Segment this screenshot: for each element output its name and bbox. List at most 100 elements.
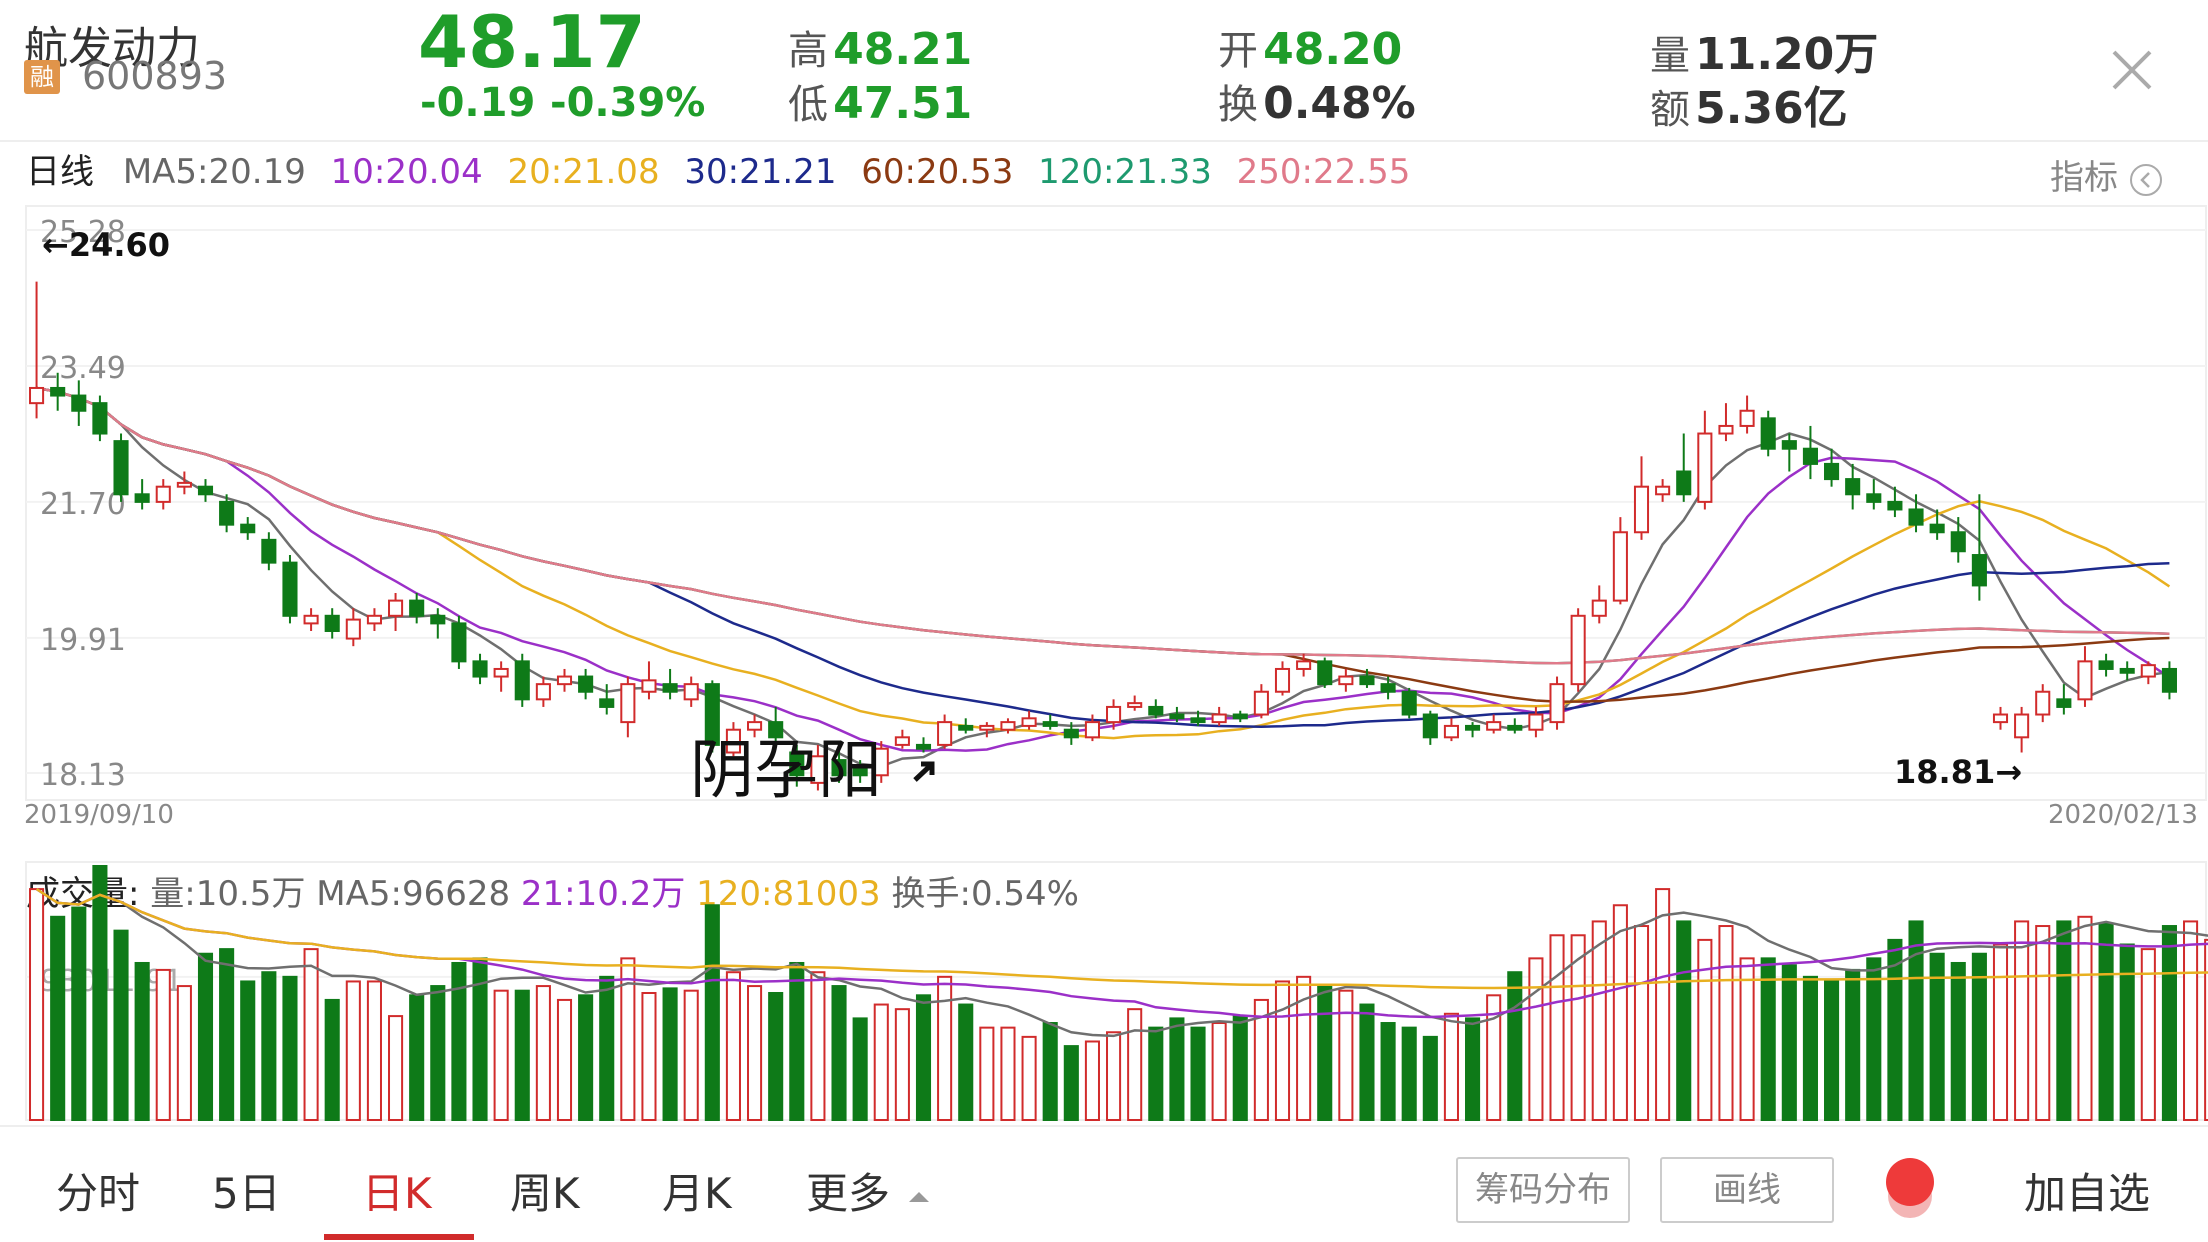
candle-down xyxy=(2098,653,2114,677)
volume-bar-down xyxy=(92,865,108,1121)
low-stat: 低 47.51 xyxy=(788,72,972,130)
candle-down xyxy=(1845,463,1861,510)
candle-body xyxy=(2014,713,2030,739)
volume-ma21: 21:10.2万 xyxy=(520,874,686,914)
candle-body xyxy=(303,614,319,625)
tab-more-label: 更多 xyxy=(806,1169,891,1218)
volume-bar-up xyxy=(1612,904,1628,1121)
candle-up xyxy=(747,714,763,738)
volume-bar-up xyxy=(2140,948,2156,1121)
chevron-left-icon xyxy=(2129,163,2163,197)
volume-bar-down xyxy=(1190,1026,1206,1121)
draw-line-button[interactable]: 画线 xyxy=(1660,1157,1834,1223)
candle-body xyxy=(176,481,192,488)
candle-up xyxy=(894,729,910,749)
candle-down xyxy=(1676,433,1692,502)
candle-down xyxy=(1866,479,1882,510)
tab-more[interactable]: 更多 xyxy=(806,1160,930,1221)
candle-body xyxy=(556,675,573,686)
candle-body xyxy=(1000,721,1016,731)
candle-up xyxy=(683,676,699,707)
candle-down xyxy=(1929,509,1945,540)
ma-legend: 日线 MA5:20.19 10:20.04 20:21.08 30:21.21 … xyxy=(26,144,1410,193)
candle-up xyxy=(1000,718,1016,734)
candle-down xyxy=(599,684,615,715)
candle-down xyxy=(915,737,932,753)
candle-down xyxy=(514,653,530,707)
volume-bar-down xyxy=(1781,964,1797,1121)
candle-body xyxy=(747,721,763,731)
candle-up xyxy=(725,722,741,757)
volume-bar-down xyxy=(1760,957,1776,1122)
candle-body xyxy=(493,667,509,678)
volume-bar-up xyxy=(1549,934,1565,1121)
volume-bar-down xyxy=(1676,920,1692,1121)
tab-daily-k[interactable]: 日K xyxy=(362,1169,432,1218)
candle-body xyxy=(1655,485,1671,496)
candle-down xyxy=(430,608,446,639)
tab-5day[interactable]: 5日 xyxy=(212,1169,281,1218)
candle-up xyxy=(620,676,636,738)
candle-body xyxy=(1845,478,1861,496)
candle-down xyxy=(1950,517,1966,563)
candle-up xyxy=(1127,695,1143,711)
record-icon[interactable] xyxy=(1880,1152,1940,1222)
tab-weekly-k[interactable]: 周K xyxy=(510,1169,580,1218)
candle-up xyxy=(1655,479,1671,502)
turnover-stat: 换 0.48% xyxy=(1218,72,1416,130)
volume-bar-down xyxy=(958,1003,974,1122)
volume-bar-up xyxy=(1655,888,1671,1121)
candle-body xyxy=(261,538,277,564)
volume-chart[interactable]: 93011.91 xyxy=(0,0,2208,1130)
open-value: 48.20 xyxy=(1263,24,1403,75)
price-change-pct: -0.39% xyxy=(550,80,706,126)
active-tab-underline xyxy=(324,1234,474,1240)
candle-up xyxy=(1296,653,1312,677)
volume-bar-up xyxy=(725,971,741,1122)
volume-bar-up xyxy=(2183,920,2199,1121)
volume-stat: 量 11.20万 xyxy=(1650,18,1878,82)
candle-down xyxy=(134,479,150,510)
candle-up xyxy=(2140,661,2156,685)
candle-body xyxy=(240,523,256,534)
candle-down xyxy=(1169,706,1185,723)
candle-body xyxy=(662,683,678,693)
volume-ma5-line xyxy=(35,888,2208,1038)
volume-bar-down xyxy=(2098,922,2114,1122)
candle-body xyxy=(92,402,108,435)
volume-bar-down xyxy=(1401,1026,1417,1121)
candle-body xyxy=(873,747,889,777)
candle-body xyxy=(155,485,171,503)
add-watchlist-button[interactable]: 加自选 xyxy=(2024,1169,2151,1218)
volume-bar-down xyxy=(578,994,594,1121)
candle-down xyxy=(789,744,805,787)
candle-body xyxy=(894,736,910,746)
current-price: 48.17 xyxy=(418,0,646,84)
candle-body xyxy=(2140,664,2156,678)
volume-bar-down xyxy=(915,994,932,1121)
volume-ma120-line xyxy=(35,888,2208,990)
volume-bar-down xyxy=(1507,971,1523,1122)
ma60-value: 60:20.53 xyxy=(861,152,1014,192)
volume-bar-up xyxy=(641,992,657,1121)
candle-body xyxy=(1570,614,1586,686)
volume-bar-down xyxy=(1824,980,1840,1121)
volume-bar-up xyxy=(683,989,699,1122)
indicator-button[interactable]: 指标 xyxy=(2050,150,2163,199)
candle-body xyxy=(620,683,636,724)
candle-up xyxy=(1718,403,1734,442)
candle-body xyxy=(1950,531,1966,553)
candlestick-chart[interactable]: 25.28 23.49 21.70 19.91 18.13 ←24.60 18.81→ 阴孕阳 xyxy=(0,0,2208,830)
tab-monthly-k[interactable]: 月K xyxy=(662,1169,732,1218)
tab-intraday[interactable]: 分时 xyxy=(56,1169,141,1218)
chip-distribution-button[interactable]: 筹码分布 xyxy=(1456,1157,1630,1223)
volume-bar-up xyxy=(366,980,382,1121)
candle-down xyxy=(451,615,467,669)
candle-body xyxy=(1021,717,1037,727)
close-icon[interactable] xyxy=(2108,46,2156,94)
ma120-value: 120:21.33 xyxy=(1038,152,1212,192)
candle-body xyxy=(345,618,361,640)
candle-body xyxy=(1063,728,1079,739)
volume-bar-down xyxy=(1802,975,1818,1121)
volume-bar-down xyxy=(50,915,66,1121)
